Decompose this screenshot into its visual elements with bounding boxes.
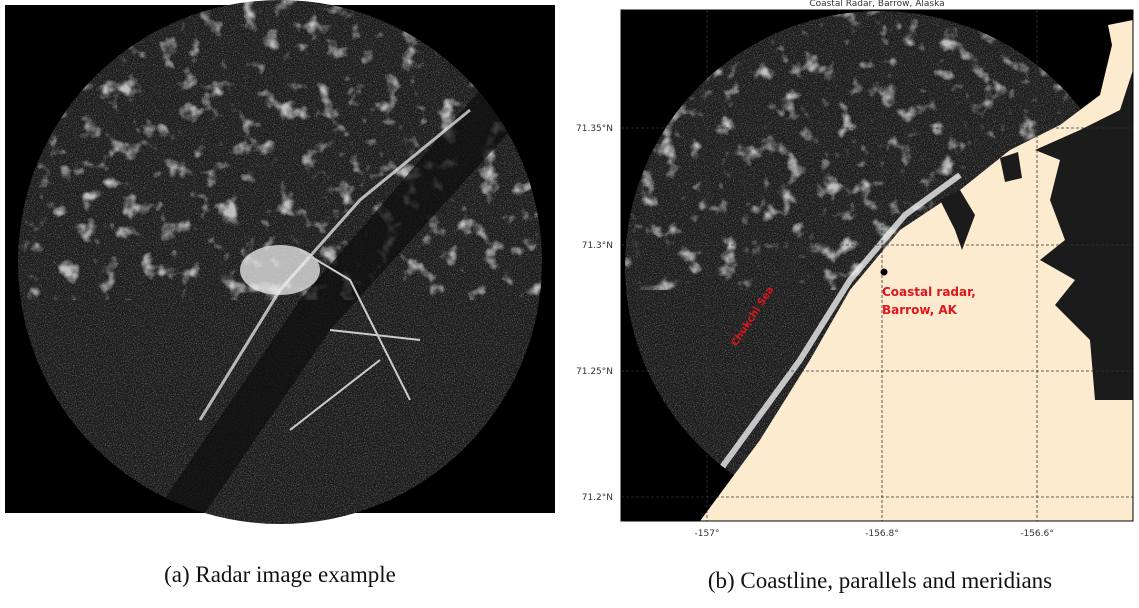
lon-label: -156.6° — [1020, 529, 1054, 539]
lat-label: 71.35°N — [576, 124, 613, 134]
map-title: Coastal Radar, Barrow, Alaska — [809, 0, 944, 9]
station-label: Barrow, AK — [882, 303, 958, 317]
lat-label: 71.2°N — [582, 493, 613, 503]
lat-label: 71.3°N — [582, 241, 613, 251]
lat-label: 71.25°N — [576, 367, 613, 377]
station-label: Coastal radar, — [882, 285, 976, 299]
map: Coastal radar, Barrow, AK Chukchi Sea — [621, 10, 1133, 522]
caption: (a) Radar image example — [164, 562, 396, 587]
lon-label: -157° — [695, 529, 720, 539]
station-dot — [881, 269, 888, 276]
figure: (a) Radar image example Coastal radar, B… — [0, 0, 1139, 608]
radar-image — [5, 0, 555, 525]
caption: (b) Coastline, parallels and meridians — [708, 568, 1052, 593]
lon-label: -156.8° — [865, 529, 899, 539]
